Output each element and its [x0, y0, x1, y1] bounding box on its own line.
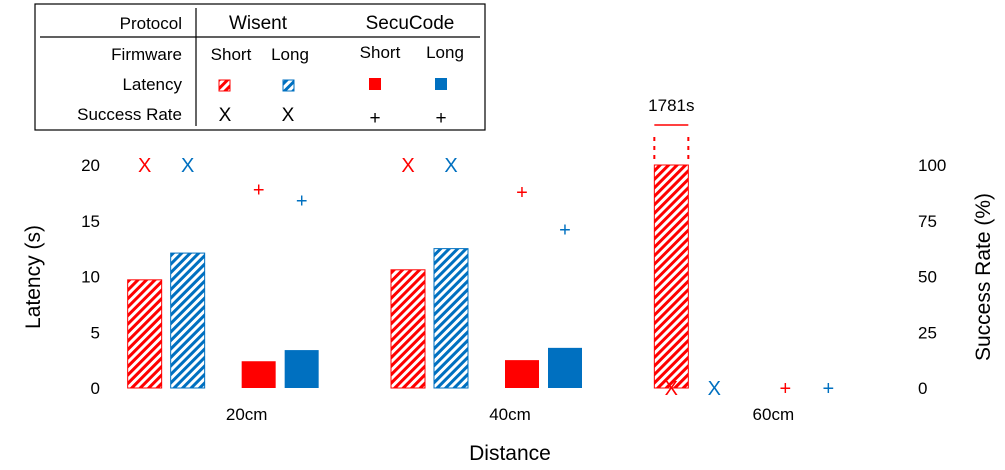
- y2-tick-label: 0: [918, 379, 927, 398]
- y-tick-label: 0: [91, 379, 100, 398]
- success-rate-marker: +: [779, 378, 791, 400]
- y-axis-title: Latency (s): [22, 225, 45, 329]
- legend-marker-wisent-long: X: [282, 105, 295, 126]
- legend-protocol-wisent: Wisent: [229, 13, 288, 34]
- latency-bar: [548, 347, 582, 388]
- legend-swatch-wisent-short: [218, 79, 231, 92]
- y-tick-label: 5: [91, 323, 100, 342]
- success-markers: X X X X X X + + + + + +: [138, 155, 834, 400]
- latency-bar: [127, 279, 163, 389]
- success-rate-marker: +: [516, 182, 528, 204]
- legend-marker-wisent-short: X: [219, 105, 232, 126]
- legend-row-firmware: Firmware: [111, 45, 182, 64]
- legend: Protocol Firmware Latency Success Rate W…: [34, 3, 486, 131]
- y-tick-label: 15: [81, 212, 100, 231]
- x-tick-label: 40cm: [489, 405, 531, 424]
- legend-swatch-wisent-long: [282, 79, 295, 92]
- annotation: 1781s: [648, 96, 694, 163]
- success-rate-marker: X: [665, 378, 678, 400]
- legend-firmware-secucode-short: Short: [360, 43, 401, 62]
- annotation-label: 1781s: [648, 96, 694, 115]
- x-tick-label: 20cm: [226, 405, 268, 424]
- latency-bar: [505, 360, 539, 388]
- break-gap: [654, 137, 689, 163]
- x-tick-label: 60cm: [753, 405, 795, 424]
- y2-axis-title: Success Rate (%): [972, 193, 995, 361]
- success-rate-marker: +: [559, 220, 571, 242]
- success-rate-marker: X: [401, 155, 414, 177]
- bars: [127, 164, 689, 389]
- y2-tick-label: 75: [918, 212, 937, 231]
- legend-row-success-rate: Success Rate: [77, 105, 182, 124]
- legend-firmware-secucode-long: Long: [426, 43, 464, 62]
- success-rate-marker: X: [444, 155, 457, 177]
- legend-marker-secucode-short: +: [369, 108, 380, 129]
- latency-bar: [284, 350, 319, 388]
- latency-bar: [433, 248, 469, 389]
- legend-row-protocol: Protocol: [120, 14, 182, 33]
- y2-tick-label: 25: [918, 323, 937, 342]
- success-rate-marker: X: [181, 155, 194, 177]
- latency-bar: [170, 252, 206, 389]
- latency-bar: [390, 269, 426, 389]
- y2-tick-label: 50: [918, 268, 937, 287]
- success-rate-marker: X: [138, 155, 151, 177]
- y-tick-label: 10: [81, 268, 100, 287]
- legend-row-latency: Latency: [122, 75, 182, 94]
- legend-firmware-wisent-short: Short: [211, 45, 252, 64]
- legend-swatch-secucode-short: [369, 78, 381, 90]
- success-rate-marker: +: [253, 180, 265, 202]
- y-tick-label: 20: [81, 156, 100, 175]
- legend-marker-secucode-long: +: [435, 108, 446, 129]
- success-rate-marker: +: [296, 191, 308, 213]
- success-rate-marker: X: [708, 378, 721, 400]
- legend-protocol-secucode: SecuCode: [366, 13, 455, 34]
- success-rate-marker: +: [822, 378, 834, 400]
- legend-swatch-secucode-long: [435, 78, 447, 90]
- axis-ticks: 0 5 10 15 20 0 25 50 75 100 20cm 40cm 60cm: [81, 156, 946, 424]
- latency-bar: [653, 164, 689, 389]
- y2-tick-label: 100: [918, 156, 946, 175]
- latency-bar: [241, 361, 276, 388]
- legend-frame: [34, 3, 486, 131]
- x-axis-title: Distance: [469, 442, 551, 465]
- legend-firmware-wisent-long: Long: [271, 45, 309, 64]
